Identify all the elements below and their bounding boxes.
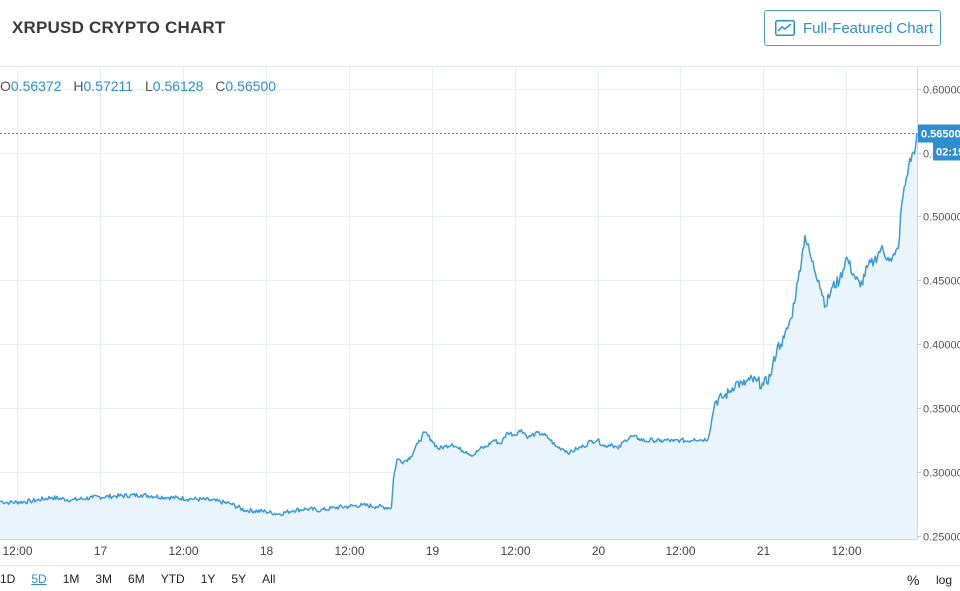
y-tick-label: 0.40000 [923, 340, 960, 352]
y-tick-label: 0.35000 [923, 404, 960, 416]
range-1d-button[interactable]: 1D [0, 572, 16, 586]
range-all-button[interactable]: All [262, 572, 276, 586]
full-featured-chart-button[interactable]: Full-Featured Chart [764, 10, 941, 46]
full-featured-chart-label: Full-Featured Chart [803, 19, 934, 37]
y-tick-label: 0.25000 [923, 532, 960, 544]
x-tick-label: 12:00 [665, 544, 695, 558]
percent-scale-toggle[interactable]: % [907, 572, 920, 588]
range-5y-button[interactable]: 5Y [231, 572, 247, 586]
time-range-selector: 1D 5D 1M 3M 6M YTD 1Y 5Y All [0, 572, 291, 586]
x-tick-label: 12:00 [334, 544, 364, 558]
range-1m-button[interactable]: 1M [62, 572, 80, 586]
countdown-tag [933, 142, 960, 161]
close-value: 0.56500 [225, 78, 277, 94]
price-line [0, 133, 918, 517]
x-tick-label: 20 [592, 544, 606, 558]
high-label: H [73, 78, 84, 94]
countdown-label: 02:19 [936, 147, 960, 159]
open-label: O [0, 78, 11, 94]
y-tick-label: 0.50000 [923, 212, 960, 224]
range-3m-button[interactable]: 3M [95, 572, 113, 586]
y-tick-label: 0.30000 [923, 468, 960, 480]
ohlc-legend: O0.56372 H0.57211 L0.56128 C0.56500 [0, 78, 276, 94]
range-ytd-button[interactable]: YTD [160, 572, 185, 586]
log-scale-toggle[interactable]: log [936, 573, 953, 587]
chart-line-icon [775, 20, 795, 36]
x-tick-label: 17 [94, 544, 108, 558]
close-label: C [215, 78, 226, 94]
y-tick-label: 0.60000 [923, 85, 960, 97]
x-tick-label: 21 [757, 544, 771, 558]
y-tick-label: 0.45000 [923, 276, 960, 288]
open-value: 0.56372 [10, 78, 62, 94]
x-tick-label: 12:00 [500, 544, 530, 558]
last-price-label: 0.56500 [921, 129, 960, 141]
x-tick-label: 12:00 [168, 544, 198, 558]
x-tick-label: 18 [260, 544, 274, 558]
range-6m-button[interactable]: 6M [128, 572, 145, 586]
range-1y-button[interactable]: 1Y [200, 572, 216, 586]
price-area-fill [0, 133, 917, 539]
x-tick-label: 12:00 [2, 544, 32, 558]
high-value: 0.57211 [83, 78, 134, 94]
last-price-tag [918, 124, 960, 143]
low-value: 0.56128 [152, 78, 204, 94]
low-label: L [144, 78, 153, 94]
range-5d-button[interactable]: 5D [31, 572, 47, 586]
chart-title: XRPUSD CRYPTO CHART [12, 18, 226, 37]
x-tick-label: 12:00 [831, 544, 861, 558]
chart-header: XRPUSD CRYPTO CHART Full-Featured Chart [0, 0, 960, 60]
x-tick-label: 19 [426, 544, 440, 558]
